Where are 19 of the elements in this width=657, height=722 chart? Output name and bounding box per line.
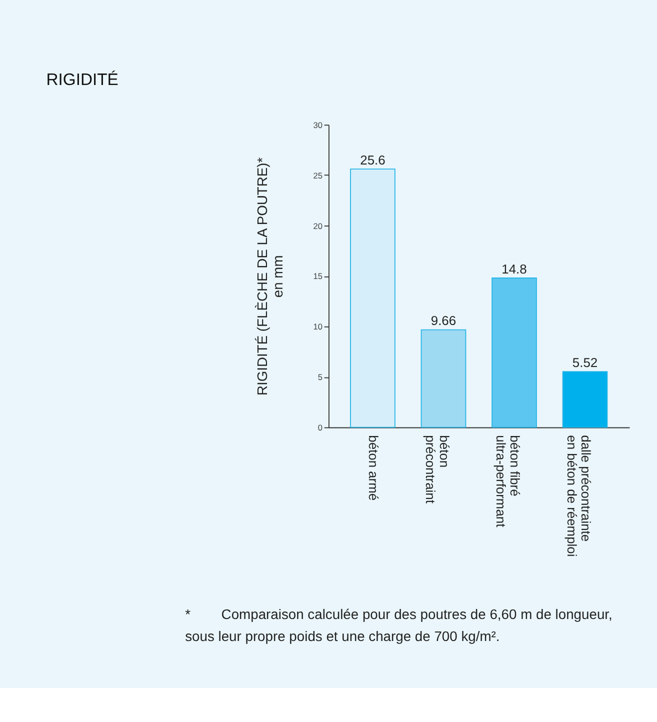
y-tick-label: 5 xyxy=(318,372,323,382)
x-tick-label: béton armé xyxy=(366,435,382,501)
y-tick-label: 0 xyxy=(318,422,323,433)
data-label: 25.6 xyxy=(360,152,386,168)
y-tick-label: 25 xyxy=(313,170,323,180)
y-tick-label: 15 xyxy=(313,271,323,282)
bar xyxy=(492,278,537,428)
text: * Comparaison calculée pour des poutres de 6,60 m de longueur, sous leur propre poids et une charge de 700 kg/m². xyxy=(185,606,612,644)
bar xyxy=(562,371,608,428)
y-tick-label: 10 xyxy=(313,322,323,332)
bar xyxy=(420,329,466,428)
data-label: 9.66 xyxy=(430,313,456,328)
text: RIGIDITÉ xyxy=(46,70,118,89)
y-tick-label: 20 xyxy=(313,220,323,231)
y-tick-label: 30 xyxy=(313,120,323,130)
y-axis-title: RIGIDITÉ (FLÈCHE DE LA POUTRE)* en mm xyxy=(254,156,286,396)
data-label: 14.8 xyxy=(502,261,527,276)
data-label: 5.52 xyxy=(572,354,598,370)
bar xyxy=(350,168,396,428)
